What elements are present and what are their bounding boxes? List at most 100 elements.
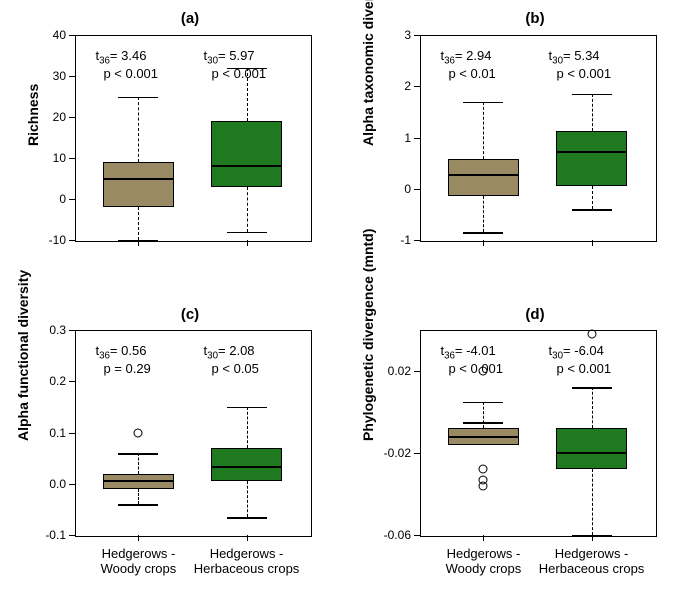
median-line [556, 151, 627, 153]
y-tick [414, 371, 420, 372]
whisker-cap [463, 422, 503, 424]
y-tick-label: 3 [375, 28, 411, 42]
stat-t-woody-d: t36= -4.01 [440, 343, 495, 362]
whisker [247, 187, 248, 232]
y-tick-label: 20 [30, 110, 66, 124]
x-tick [247, 535, 248, 541]
y-tick-label: 40 [30, 28, 66, 42]
stat-p-woody-c: p = 0.29 [103, 361, 150, 376]
y-tick-label: 0.1 [30, 426, 66, 440]
stat-t-woody-b: t36= 2.94 [440, 48, 491, 67]
y-tick-label: 0 [30, 192, 66, 206]
y-tick-label: -1 [375, 233, 411, 247]
median-line [448, 436, 519, 438]
whisker-cap [572, 209, 612, 211]
y-tick [69, 158, 75, 159]
stat-t-herb-a: t30= 5.97 [204, 48, 255, 67]
whisker [247, 407, 248, 448]
whisker [138, 97, 139, 163]
y-tick [69, 484, 75, 485]
stat-p-herb-c: p < 0.05 [212, 361, 259, 376]
x-tick [247, 240, 248, 246]
median-line [103, 178, 174, 180]
median-line [448, 174, 519, 176]
y-tick [69, 199, 75, 200]
y-tick-label: 0.3 [30, 323, 66, 337]
outlier-point [479, 465, 488, 474]
whisker-cap [463, 402, 503, 404]
whisker-cap [463, 232, 503, 234]
y-tick [414, 189, 420, 190]
y-tick [69, 381, 75, 382]
whisker [483, 402, 484, 429]
y-tick [69, 433, 75, 434]
y-axis-label-d: Phylogenetic divergence (mntd) [360, 421, 376, 441]
box-woody-a [103, 162, 174, 207]
y-tick [69, 240, 75, 241]
x-category-label-woody: Hedgerows -Woody crops [78, 547, 198, 577]
y-tick-label: 30 [30, 69, 66, 83]
whisker [592, 94, 593, 131]
median-line [556, 452, 627, 454]
whisker [483, 102, 484, 159]
y-tick-label: -0.02 [375, 446, 411, 460]
whisker-cap [572, 94, 612, 96]
stat-t-woody-c: t36= 0.56 [95, 343, 146, 362]
stat-t-herb-b: t30= 5.34 [549, 48, 600, 67]
y-tick-label: 1 [375, 131, 411, 145]
outlier-point [134, 428, 143, 437]
whisker [592, 469, 593, 535]
panel-title-a: (a) [170, 10, 210, 27]
whisker-cap [572, 535, 612, 537]
y-tick [414, 240, 420, 241]
y-tick-label: -0.06 [375, 528, 411, 542]
x-tick [592, 240, 593, 246]
panel-title-c: (c) [170, 306, 210, 323]
y-tick [69, 535, 75, 536]
x-category-label-herb: Hedgerows -Herbaceous crops [187, 547, 307, 577]
y-tick [69, 330, 75, 331]
y-tick-label: 0.0 [30, 477, 66, 491]
y-tick-label: 0.02 [375, 364, 411, 378]
box-herb-d [556, 428, 627, 469]
whisker-cap [227, 232, 267, 234]
stat-t-woody-a: t36= 3.46 [95, 48, 146, 67]
stat-p-woody-b: p < 0.01 [448, 66, 495, 81]
y-axis-label-c: Alpha functional diversity [15, 421, 31, 441]
median-line [211, 466, 282, 468]
outlier-point [479, 481, 488, 490]
y-tick [414, 35, 420, 36]
y-tick-label: 0.2 [30, 374, 66, 388]
box-herb-b [556, 131, 627, 186]
outlier-point [587, 330, 596, 339]
whisker [138, 489, 139, 504]
whisker-cap [227, 517, 267, 519]
stat-t-herb-d: t30= -6.04 [549, 343, 604, 362]
y-tick [414, 138, 420, 139]
y-tick [69, 76, 75, 77]
y-tick-label: 10 [30, 151, 66, 165]
whisker [138, 453, 139, 474]
whisker [483, 196, 484, 232]
y-tick [69, 35, 75, 36]
stat-p-woody-d: p < 0.001 [448, 361, 503, 376]
whisker-cap [572, 387, 612, 389]
box-woody-b [448, 159, 519, 196]
x-category-label-herb: Hedgerows -Herbaceous crops [532, 547, 652, 577]
y-tick [69, 117, 75, 118]
whisker [247, 481, 248, 517]
x-tick [483, 535, 484, 541]
stat-p-woody-a: p < 0.001 [103, 66, 158, 81]
whisker-cap [118, 240, 158, 242]
y-tick-label: -10 [30, 233, 66, 247]
whisker-cap [118, 97, 158, 99]
y-tick-label: -0.1 [30, 528, 66, 542]
whisker-cap [463, 102, 503, 104]
whisker-cap [118, 504, 158, 506]
figure-grid: (a)Richness-10010203040t36= 3.46p < 0.00… [0, 0, 685, 604]
whisker [592, 186, 593, 209]
stat-p-herb-b: p < 0.001 [557, 66, 612, 81]
stat-p-herb-d: p < 0.001 [557, 361, 612, 376]
y-tick-label: 0 [375, 182, 411, 196]
median-line [103, 480, 174, 482]
